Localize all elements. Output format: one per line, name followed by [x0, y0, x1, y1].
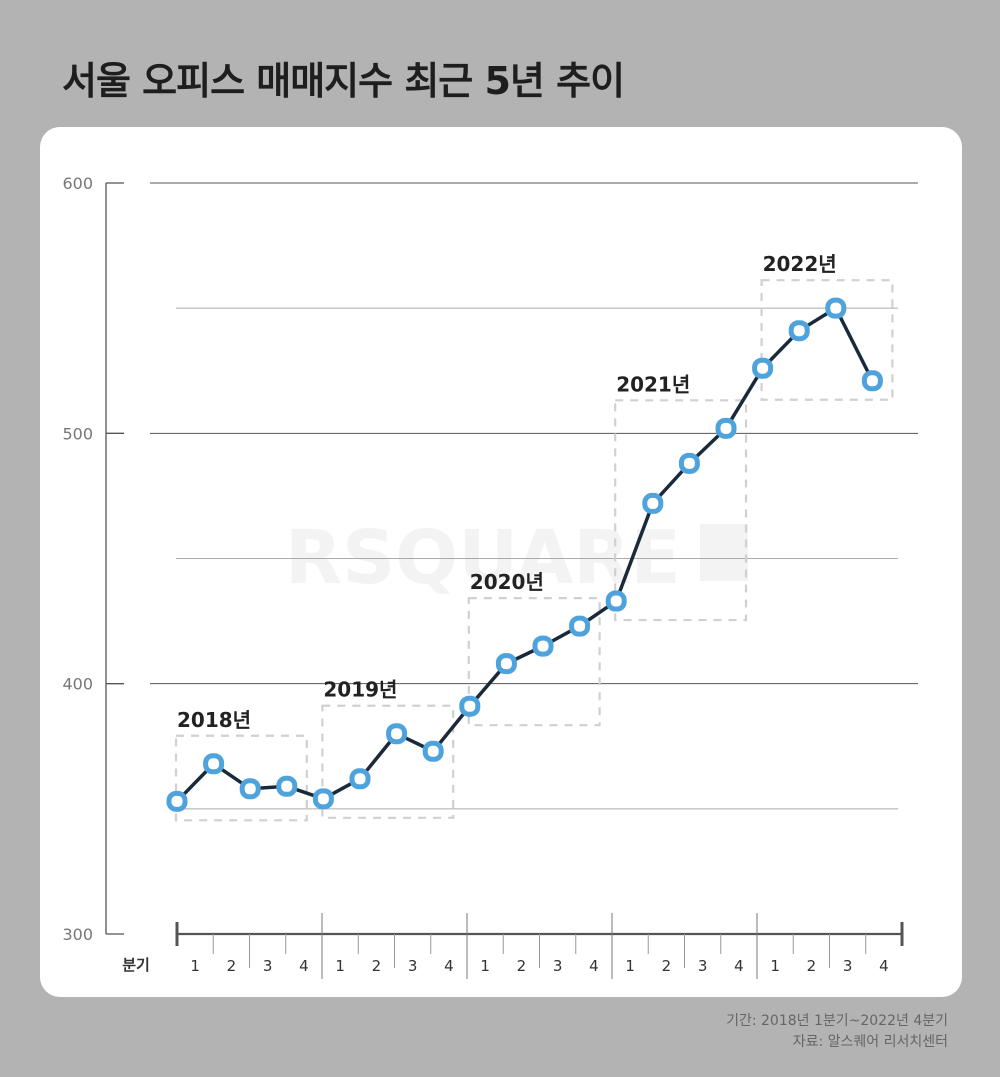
quarter-label: 4 [299, 957, 309, 975]
year-boxes: 2018년 2019년 2020년 2021년 2022년 [174, 252, 894, 822]
data-point-marker [569, 615, 591, 637]
data-point-marker [422, 740, 444, 762]
quarter-label: 2 [227, 957, 237, 975]
quarter-label: 3 [843, 957, 853, 975]
y-tick-label: 300 [62, 925, 93, 944]
data-point-marker [203, 753, 225, 775]
data-point-marker [642, 492, 664, 514]
data-point-marker [715, 417, 737, 439]
year-label: 2020년 [470, 570, 544, 594]
data-markers [166, 297, 883, 812]
gridlines [150, 182, 918, 810]
year-label: 2021년 [616, 372, 690, 396]
y-axis: 300 400 500 600 [62, 174, 124, 944]
quarter-label: 1 [190, 957, 200, 975]
period-note: 기간: 2018년 1분기~2022년 4분기 [726, 1013, 948, 1029]
y-tick-label: 400 [62, 675, 93, 694]
quarter-label: 1 [335, 957, 345, 975]
year-box [614, 399, 748, 622]
data-point-marker [312, 788, 334, 810]
chart-title: 서울 오피스 매매지수 최근 5년 추이 [62, 59, 625, 103]
data-point-marker [678, 452, 700, 474]
x-axis: 분기 1 2 3 4 1 2 3 4 1 2 3 4 1 2 3 4 1 2 3 4 [122, 913, 904, 979]
y-tick-label: 500 [62, 424, 93, 443]
quarter-label: 1 [770, 957, 780, 975]
watermark-logo [700, 524, 748, 581]
quarter-label: 2 [372, 957, 382, 975]
source-note: 자료: 알스퀘어 리서치센터 [792, 1034, 948, 1050]
data-point-marker [349, 768, 371, 790]
quarter-label: 4 [589, 957, 599, 975]
year-label: 2022년 [763, 252, 837, 276]
y-tick-label: 600 [62, 174, 93, 193]
data-point-marker [239, 778, 261, 800]
chart-card: RSQUARE 300 400 500 600 2018년 2019년 2020년 2021… [40, 127, 962, 997]
data-point-marker [386, 723, 408, 745]
data-point-marker [752, 357, 774, 379]
year-box [760, 279, 894, 401]
quarter-label: 2 [517, 957, 527, 975]
quarter-label: 3 [698, 957, 708, 975]
data-point-marker [166, 790, 188, 812]
quarter-label: 3 [553, 957, 563, 975]
data-point-marker [532, 635, 554, 657]
footer-notes: 기간: 2018년 1분기~2022년 4분기 자료: 알스퀘어 리서치센터 [726, 1011, 948, 1053]
quarter-label: 4 [879, 957, 889, 975]
quarter-label: 1 [480, 957, 490, 975]
data-point-marker [861, 370, 883, 392]
quarter-label: 4 [734, 957, 744, 975]
year-box [467, 596, 601, 727]
data-point-marker [495, 653, 517, 675]
data-point-marker [459, 695, 481, 717]
quarter-label: 2 [807, 957, 817, 975]
quarter-label: 3 [263, 957, 273, 975]
quarter-label: 3 [408, 957, 418, 975]
year-box [321, 704, 455, 819]
quarter-label: 1 [625, 957, 635, 975]
year-label: 2018년 [177, 708, 251, 732]
quarter-label: 4 [444, 957, 454, 975]
x-axis-label: 분기 [122, 956, 150, 974]
data-point-marker [276, 775, 298, 797]
year-box [174, 734, 308, 822]
data-point-marker [825, 297, 847, 319]
quarter-label: 2 [662, 957, 672, 975]
year-label: 2019년 [323, 678, 397, 702]
data-point-marker [788, 320, 810, 342]
data-point-marker [605, 590, 627, 612]
